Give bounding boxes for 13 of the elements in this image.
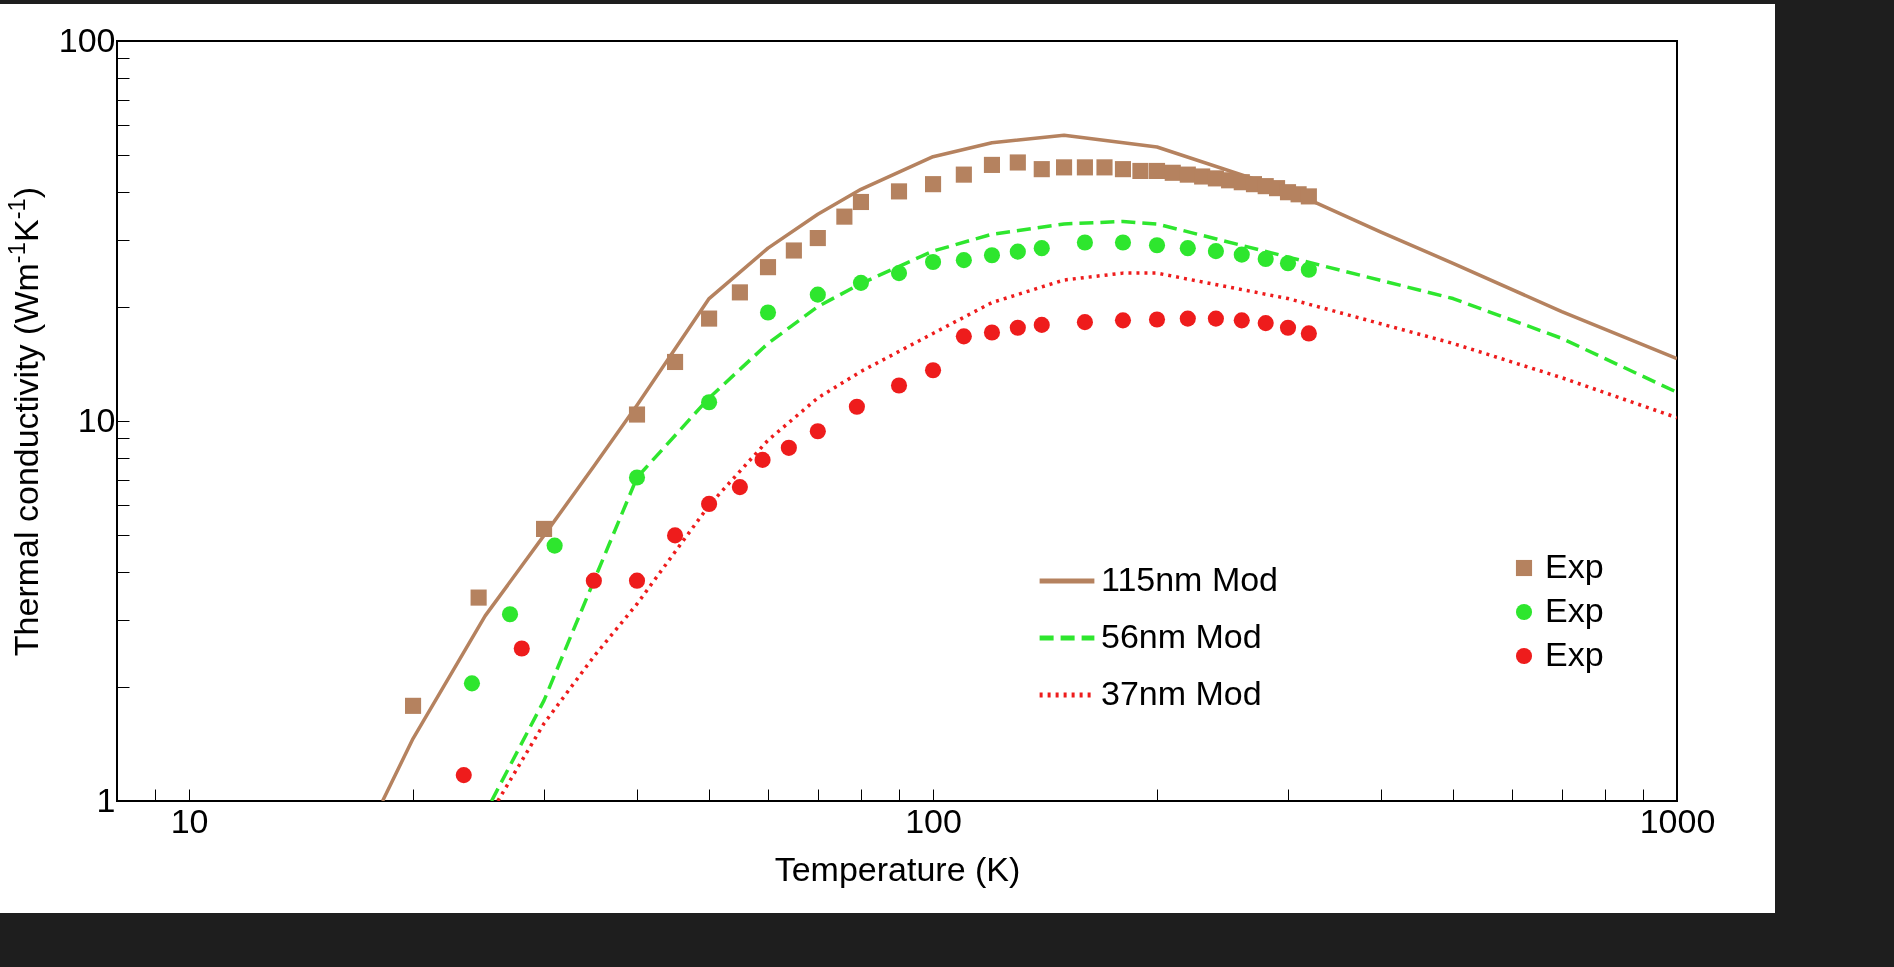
legend-label: Exp: [1545, 635, 1604, 673]
x-tick-label: 10: [170, 801, 209, 840]
y-tick-label: 1: [96, 780, 116, 819]
legend-label: 37nm Mod: [1101, 674, 1262, 712]
legend-label: Exp: [1545, 591, 1604, 629]
legend-label: 115nm Mod: [1101, 560, 1279, 598]
x-axis-title: Temperature (K): [774, 849, 1021, 888]
legend-label: Exp: [1545, 547, 1604, 585]
x-tick-label: 100: [905, 801, 962, 840]
y-tick-label: 100: [58, 20, 116, 59]
x-tick-label: 1000: [1639, 801, 1716, 840]
y-tick-label: 10: [77, 400, 116, 439]
legend-label: 56nm Mod: [1101, 617, 1262, 655]
